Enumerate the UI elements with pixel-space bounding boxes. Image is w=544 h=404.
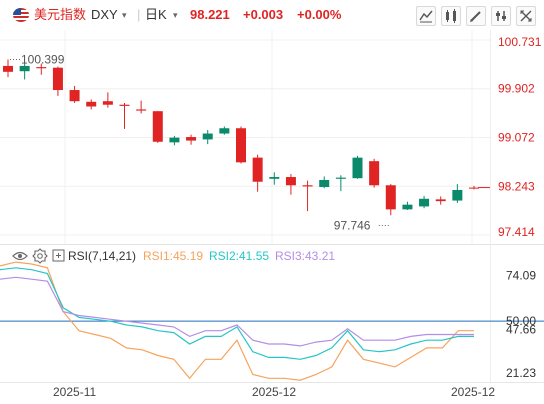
candle-body (69, 90, 80, 102)
settings-icon[interactable] (491, 6, 511, 26)
fullscreen-icon[interactable] (516, 6, 536, 26)
candle-body (3, 65, 13, 72)
candle-body (19, 65, 30, 72)
candle-body (369, 161, 380, 186)
candle-body (119, 104, 130, 106)
candle-body (335, 177, 346, 179)
period-selector[interactable]: 日K (145, 7, 167, 22)
candle-body (236, 128, 246, 163)
rsi-series-line (0, 276, 474, 347)
candle-body (319, 179, 330, 188)
rsi2-value: RSI2:41.55 (209, 249, 270, 263)
price-axis-label: 97.414 (498, 225, 535, 239)
candle-body (435, 199, 446, 202)
draw-line-icon[interactable] (416, 6, 436, 26)
candle-body (169, 137, 180, 143)
candle-body (302, 185, 313, 187)
divider: | (137, 7, 141, 22)
rsi-axis-label: 50.00 (506, 314, 536, 328)
high-label: 100.399 (21, 53, 65, 67)
symbol-selector[interactable]: DXY (91, 7, 118, 22)
rsi-series-line (0, 267, 474, 360)
candle-body (136, 109, 147, 111)
pen-icon[interactable] (466, 6, 486, 26)
candle-body (419, 198, 430, 207)
last-price: 98.221 (190, 7, 230, 22)
candle-body (469, 187, 479, 189)
candle-body (202, 133, 213, 140)
price-axis-label: 99.902 (498, 82, 535, 96)
price-axis-label: 99.072 (498, 131, 535, 145)
candle-body (186, 137, 197, 141)
x-axis-label: 2025-12 (451, 385, 495, 399)
candle-body (86, 101, 97, 107)
gear-icon[interactable] (32, 248, 48, 264)
candle-body (385, 185, 396, 210)
rsi-axis-label: 21.23 (506, 366, 536, 380)
indicator-icon[interactable] (441, 6, 461, 26)
candle-body (36, 67, 47, 69)
candle-body (452, 189, 463, 201)
candle-body (102, 101, 113, 105)
x-axis-label: 2025-12 (252, 385, 296, 399)
price-change: +0.003 (243, 7, 284, 22)
chart-header: 美元指数 DXY ▾ | 日K ▾ 98.221 +0.003 +0.00% (0, 0, 544, 30)
candle-body (402, 204, 413, 210)
candle-body (252, 157, 263, 182)
chevron-down-icon[interactable]: ▾ (122, 10, 127, 20)
us-flag-icon (13, 8, 29, 22)
rsi3-value: RSI3:43.21 (275, 249, 336, 263)
rsi-series-line (0, 261, 474, 381)
price-axis-label: 100.731 (498, 35, 542, 49)
candle-body (52, 67, 63, 91)
chevron-down-icon[interactable]: ▾ (173, 10, 178, 20)
expand-icon[interactable] (51, 248, 67, 264)
rsi1-value: RSI1:45.19 (143, 249, 204, 263)
candle-body (219, 128, 230, 134)
low-label: 97.746 (334, 218, 371, 232)
price-axis-label: 98.243 (498, 179, 535, 193)
instrument-name: 美元指数 (34, 7, 87, 22)
price-change-pct: +0.00% (297, 7, 342, 22)
rsi-axis-label: 47.66 (506, 323, 536, 337)
candle-body (152, 111, 163, 142)
eye-icon[interactable] (12, 248, 28, 264)
x-axis-label: 2025-11 (53, 385, 96, 399)
rsi-title: RSI(7,14,21) (68, 249, 137, 263)
candle-body (352, 157, 363, 179)
candle-body (285, 177, 296, 186)
candle-body (269, 177, 280, 179)
rsi-axis-label: 74.09 (506, 268, 536, 282)
